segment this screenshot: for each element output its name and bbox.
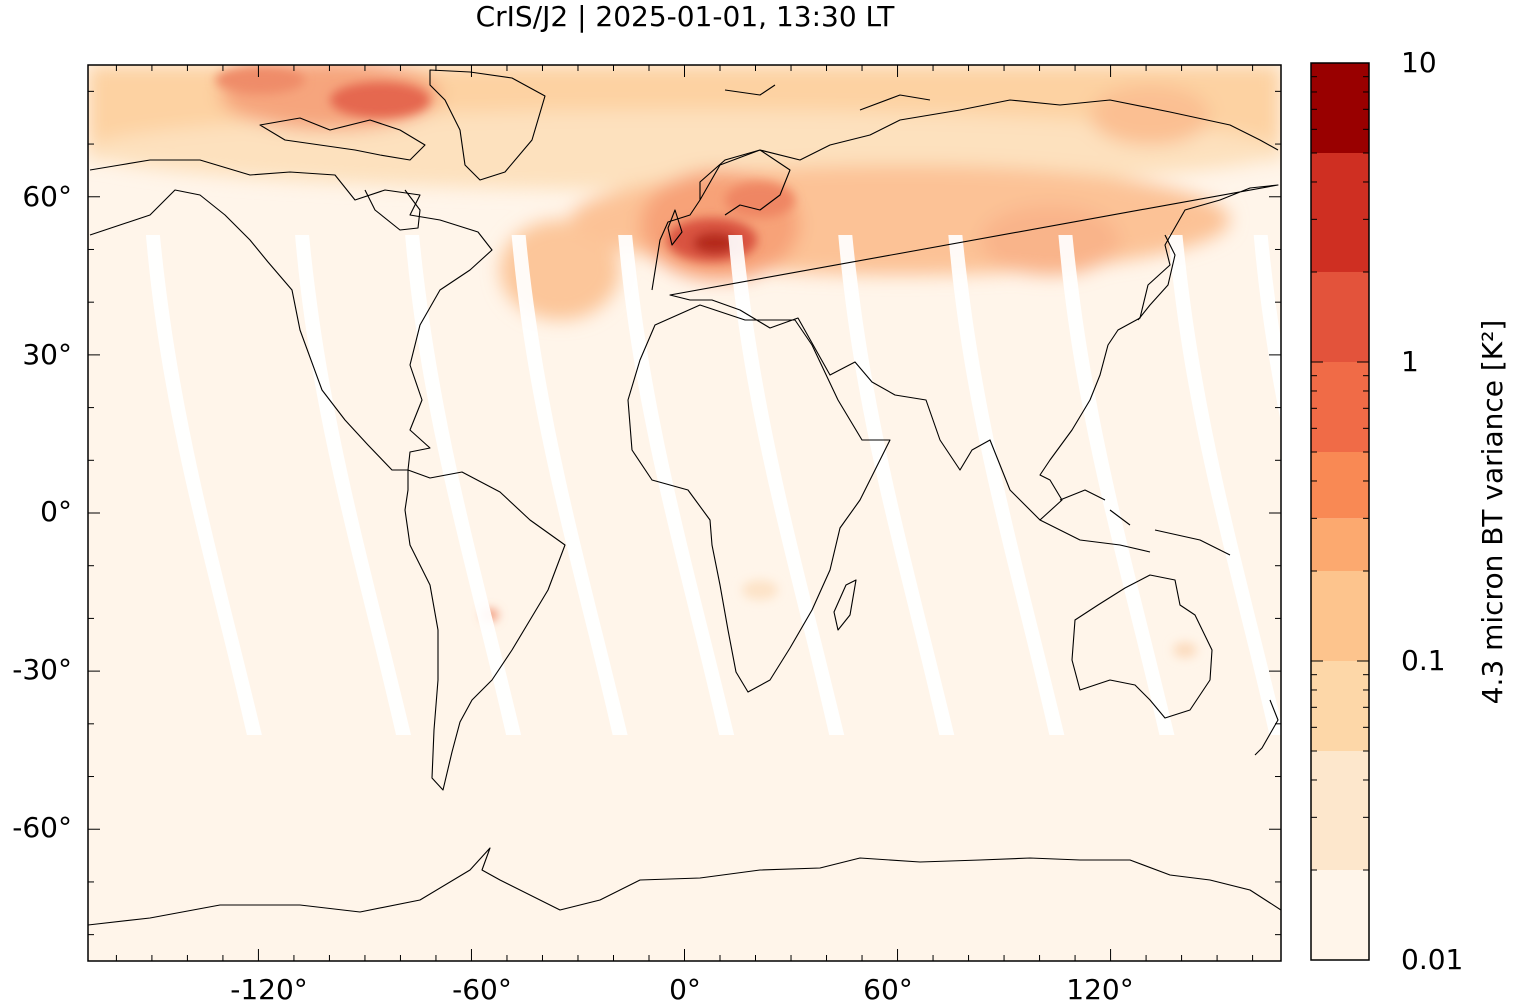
central-europe-core (693, 232, 737, 254)
colorbar-tick-label: 10 (1401, 46, 1437, 79)
coastlines (88, 69, 1281, 926)
coastline-antarctica (88, 847, 1281, 926)
baffin-bay-peak (330, 82, 430, 118)
colorbar-tick-label: 1 (1401, 345, 1419, 378)
colorbar-frame (1310, 62, 1370, 961)
colorbar-band (1311, 362, 1369, 453)
x-tick-label: -120° (230, 973, 308, 1002)
colorbar-ticks (1311, 76, 1369, 961)
swath-gap (1253, 235, 1281, 423)
greenland-north-peak (215, 66, 305, 94)
colorbar-band (1311, 452, 1369, 519)
coastline-svalbard-novaya (724, 84, 931, 111)
colorbar: 10 1 0.1 0.01 4.3 micron BT variance [K²… (1310, 46, 1509, 976)
swath-gap (948, 235, 1065, 735)
y-tick-label: 60° (22, 180, 72, 213)
colorbar-band (1311, 869, 1369, 960)
colorbar-band (1311, 518, 1369, 571)
coastline-greenland (429, 69, 546, 181)
map-panel (88, 65, 1281, 961)
coastline-south-america (404, 469, 566, 791)
coastline-uk (667, 209, 683, 246)
y-tick-label: 0° (40, 495, 72, 528)
east-siberia-region (1090, 85, 1210, 145)
swath-gap (618, 235, 735, 735)
colorbar-label: 4.3 micron BT variance [K²] (1476, 320, 1509, 705)
y-tick-labels: 60° 30° 0° -30° -60° (12, 180, 72, 844)
coastline-canadian-archipelago (259, 117, 426, 161)
x-tick-label: -60° (452, 973, 512, 1002)
swath-gap (511, 235, 628, 735)
swath-gap (145, 235, 262, 735)
colorbar-band (1311, 63, 1369, 154)
colorbar-tick-label: 0.1 (1401, 644, 1446, 677)
coastline-australia (1071, 574, 1213, 719)
australia-spot (1173, 642, 1197, 658)
colorbar-tick-label: 0.01 (1401, 943, 1463, 976)
swath-gap (1058, 235, 1175, 735)
coastline-africa (627, 304, 891, 693)
colorbar-band (1311, 153, 1369, 272)
coastline-indonesia (1039, 489, 1231, 556)
swath-gap (1168, 235, 1281, 735)
north-asia-region (980, 205, 1120, 275)
colorbar-band (1311, 661, 1369, 752)
x-tick-label: 120° (1066, 973, 1133, 1002)
coastline-new-zealand (1254, 699, 1279, 756)
swath-gap (838, 235, 955, 735)
x-tick-labels: -120° -60° 0° 60° 120° (230, 973, 1134, 1002)
colorbar-band (1311, 751, 1369, 870)
coastline-north-america (89, 159, 493, 471)
colorbar-band (1311, 570, 1369, 661)
x-tick-label: 0° (669, 973, 701, 1002)
swath-gap (728, 235, 845, 735)
swath-gap (295, 235, 412, 735)
coastline-hudson-bay (364, 189, 421, 231)
chart-title: CrIS/J2 | 2025-01-01, 13:30 LT (475, 0, 895, 33)
y-tick-label: -60° (12, 811, 72, 844)
swath-gaps (145, 235, 1281, 735)
y-tick-label: 30° (22, 338, 72, 371)
scandinavia-peak (725, 182, 795, 218)
coastline-scandinavia (699, 149, 791, 216)
map-minor-ticks (88, 65, 1281, 961)
coastline-madagascar (833, 579, 857, 631)
variance-peaks (215, 66, 1197, 658)
colorbar-band (1311, 271, 1369, 362)
y-tick-label: -30° (12, 653, 72, 686)
coastline-japan (1137, 234, 1176, 321)
colorbar-bands (1311, 63, 1369, 960)
swath-gap (405, 235, 522, 735)
x-tick-label: 60° (863, 973, 913, 1002)
southern-africa-spot (742, 580, 778, 600)
